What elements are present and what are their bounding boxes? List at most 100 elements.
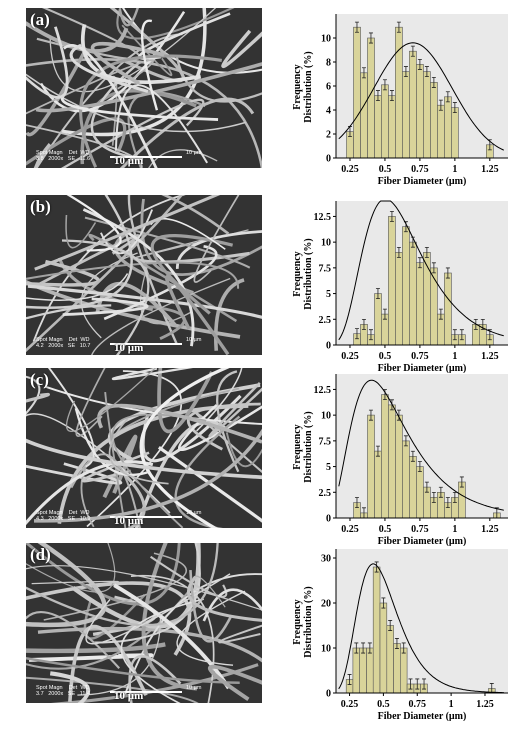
- sem-metadata: Spot Magn Det WD 4.2 2000x SE 10.7: [36, 337, 91, 349]
- histogram-bar: [388, 216, 396, 346]
- sem-micrograph: (a) Spot Magn Det WD 3.8 2000x SE 11.6 10 …: [26, 8, 262, 168]
- fiber: [111, 413, 207, 528]
- sem-micrograph: (b) Spot Magn Det WD 4.2 2000x SE 10.7 10 …: [26, 195, 262, 355]
- fiber: [208, 382, 262, 438]
- fiber: [26, 261, 240, 289]
- fiber: [202, 588, 262, 622]
- fiber: [130, 574, 215, 703]
- fiber: [38, 234, 140, 286]
- histogram-bar: [444, 272, 452, 346]
- error-bar: [394, 638, 399, 649]
- sem-metadata: Spot Magn Det WD 3.7 2000x SE 11.4: [36, 685, 91, 697]
- histogram-bar: [402, 440, 410, 519]
- scale-bar-label: 10 µm: [114, 690, 144, 702]
- y-tick-label: 6: [326, 82, 331, 93]
- x-tick-label: 0.25: [341, 351, 359, 362]
- error-bar: [375, 288, 380, 300]
- histogram-chart: 0 2.5 5 7.5 10 12.5 0.25 0.5 0.75 1 1.25 Fiber Diam…: [314, 200, 508, 373]
- fiber: [85, 573, 231, 645]
- figure-panel-row: (d) Spot Magn Det WD 3.7 2000x SE 11.4 10 …: [0, 543, 523, 721]
- x-tick-label: 0.5: [377, 699, 390, 710]
- fiber: [157, 368, 214, 434]
- histogram-bar: [381, 84, 389, 159]
- fiber: [26, 657, 240, 684]
- x-axis-title: Fiber Diameter (µm): [378, 363, 467, 373]
- y-tick-label: 2.5: [319, 315, 332, 326]
- fiber: [26, 375, 41, 415]
- error-bar: [382, 79, 387, 91]
- y-tick-label: 10: [321, 644, 331, 655]
- x-tick-label: 0.25: [341, 164, 359, 175]
- scale-bar-small-label: 10 µm: [186, 150, 202, 156]
- histogram-bar: [360, 72, 368, 159]
- histogram-bar: [381, 394, 389, 519]
- error-bar: [424, 246, 429, 258]
- x-axis-title: Fiber Diameter (µm): [378, 536, 467, 546]
- fiber: [113, 583, 231, 690]
- error-bar: [438, 486, 443, 498]
- fiber: [150, 234, 234, 315]
- error-bar: [367, 642, 372, 654]
- error-bar: [375, 90, 380, 102]
- histogram-chart: 0 2 4 6 8 10 0.25 0.5 0.75 1 1.25 Fiber Diameter (µ…: [321, 14, 508, 186]
- fit-curve: [338, 42, 505, 151]
- histogram-bar: [374, 450, 382, 519]
- fiber: [69, 43, 149, 93]
- fiber: [49, 671, 91, 703]
- sem-micrograph: (c) Spot Magn Det WD 4.3 2000x SE 10.9 10 …: [26, 368, 262, 528]
- histogram-bar: [388, 95, 396, 159]
- scale-bar-label: 10 µm: [114, 155, 144, 167]
- figure-panel-row: (b) Spot Magn Det WD 4.2 2000x SE 10.7 10 …: [0, 195, 523, 373]
- x-tick-label: 0.75: [411, 524, 429, 535]
- fiber: [218, 624, 262, 644]
- fit-curve: [338, 379, 504, 511]
- fiber: [176, 590, 246, 666]
- fiber: [121, 24, 173, 77]
- panel-label: (b): [30, 197, 51, 216]
- error-bar: [431, 491, 436, 503]
- fiber: [140, 19, 159, 111]
- histogram-bar: [395, 26, 403, 159]
- x-tick-label: 0.5: [379, 164, 392, 175]
- y-tick-label: 5: [326, 289, 331, 300]
- x-tick-label: 1: [452, 351, 457, 362]
- fiber: [177, 404, 262, 451]
- fiber: [175, 56, 262, 103]
- error-bar: [452, 491, 457, 503]
- error-bar: [424, 481, 429, 493]
- histogram-bar: [367, 414, 375, 519]
- sem-metadata: Spot Magn Det WD 3.8 2000x SE 11.6: [36, 150, 91, 162]
- y-tick-label: 2.5: [319, 488, 332, 499]
- histogram-bar: [386, 625, 394, 694]
- scale-bar: [110, 691, 182, 693]
- fiber: [207, 664, 262, 701]
- error-bar: [445, 267, 450, 279]
- fiber: [26, 392, 50, 403]
- error-bar: [354, 497, 359, 509]
- fiber: [174, 415, 241, 528]
- y-tick-label: 10: [321, 34, 331, 45]
- fiber: [26, 543, 219, 627]
- fiber: [120, 598, 204, 703]
- fiber: [26, 304, 112, 320]
- y-tick-label: 5: [326, 462, 331, 473]
- panel-label: (c): [30, 370, 49, 389]
- histogram-bar: [402, 71, 410, 159]
- error-bar: [354, 21, 359, 33]
- error-bar: [422, 678, 427, 690]
- panel-label: (d): [30, 545, 51, 564]
- fiber: [49, 8, 217, 93]
- fiber: [26, 642, 166, 654]
- error-bar: [389, 210, 394, 222]
- y-tick-label: 4: [326, 106, 331, 117]
- sem-metadata: Spot Magn Det WD 4.3 2000x SE 10.9: [36, 510, 91, 522]
- error-bar: [401, 642, 406, 654]
- histogram-bar: [444, 96, 452, 159]
- y-tick-label: 30: [321, 554, 331, 565]
- fiber: [34, 195, 221, 271]
- fiber: [31, 580, 119, 586]
- scale-bar: [110, 516, 182, 518]
- y-tick-label: 0: [326, 154, 331, 165]
- histogram-bar: [437, 104, 445, 159]
- x-tick-label: 1.25: [481, 351, 499, 362]
